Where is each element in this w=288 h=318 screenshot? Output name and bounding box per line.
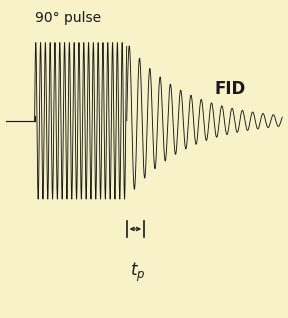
Text: FID: FID [215,80,246,98]
Text: 90° pulse: 90° pulse [35,11,101,25]
Text: $t_p$: $t_p$ [130,261,145,284]
